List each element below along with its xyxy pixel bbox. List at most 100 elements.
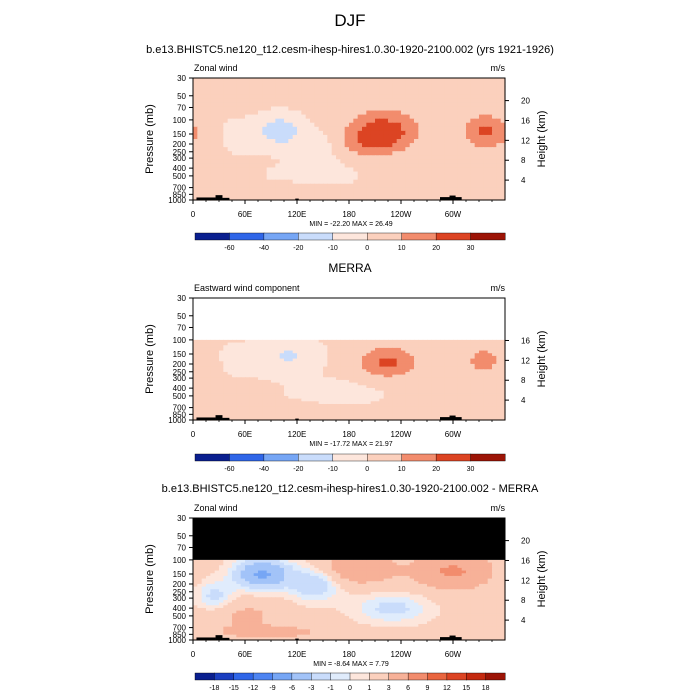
heatmap-cell	[479, 143, 484, 148]
heatmap-cell	[297, 385, 302, 389]
heatmap-cell	[301, 398, 307, 402]
heatmap-cell	[336, 385, 341, 389]
heatmap-cell	[353, 371, 359, 376]
heatmap-cell	[219, 355, 224, 360]
heatmap-cell	[470, 366, 476, 370]
heatmap-cell	[340, 130, 346, 136]
heatmap-cell	[279, 106, 285, 112]
heatmap-cell	[292, 118, 298, 124]
heatmap-cell	[232, 147, 237, 152]
heatmap-cell	[236, 187, 242, 193]
heatmap-cell	[236, 342, 242, 346]
y-tick-label: 70	[177, 323, 186, 332]
heatmap-cell	[383, 573, 389, 577]
heatmap-cell	[466, 98, 471, 103]
heatmap-cell	[483, 191, 489, 197]
heatmap-cell	[500, 183, 506, 189]
heatmap-cell	[323, 573, 328, 577]
heatmap-cell	[314, 110, 320, 116]
heatmap-cell	[409, 401, 415, 405]
heatmap-cell	[427, 339, 432, 344]
heatmap-cell	[340, 565, 346, 569]
heatmap-cell	[483, 417, 489, 421]
heatmap-cell	[414, 151, 419, 156]
heatmap-cell	[253, 147, 259, 152]
heatmap-cell	[470, 371, 476, 376]
heatmap-cell	[206, 345, 211, 349]
heatmap-cell	[197, 114, 203, 120]
heatmap-cell	[409, 358, 415, 362]
heatmap-cell	[466, 393, 471, 397]
heatmap-cell	[453, 403, 458, 408]
heatmap-cell	[466, 565, 471, 569]
heatmap-cell	[422, 155, 428, 160]
heatmap-cell	[366, 353, 372, 357]
heatmap-cell	[470, 159, 476, 164]
heatmap-cell	[201, 565, 207, 569]
colorbar: -60 -40 -20 -10 0 10 20 30	[194, 453, 506, 473]
heatmap-cell	[206, 183, 211, 189]
panel-1: b.e13.BHISTC5.ne120_t12.cesm-ihesp-hires…	[144, 44, 554, 252]
heatmap-cell	[271, 110, 276, 116]
heatmap-cell	[266, 395, 272, 400]
heatmap-cell	[223, 363, 229, 368]
heatmap-cell	[314, 155, 320, 160]
heatmap-cell	[401, 122, 406, 128]
heatmap-cell	[461, 369, 467, 373]
heatmap-cell	[418, 139, 424, 144]
heatmap-cell	[366, 382, 372, 386]
heatmap-cell	[253, 417, 259, 421]
heatmap-cell	[466, 134, 471, 140]
heatmap-cell	[336, 143, 341, 148]
heatmap-cell	[431, 134, 437, 140]
heatmap-cell	[318, 559, 324, 564]
heatmap-cell	[466, 195, 471, 201]
heatmap-cell	[253, 175, 259, 181]
heatmap-cell	[210, 345, 216, 349]
heatmap-cell	[474, 411, 480, 416]
heatmap-cell	[275, 159, 281, 164]
heatmap-cell	[301, 130, 307, 136]
heatmap-cell	[435, 179, 441, 185]
heatmap-cell	[487, 183, 493, 189]
heatmap-cell	[474, 398, 480, 402]
heatmap-cell	[379, 369, 385, 373]
heatmap-cell	[357, 106, 363, 112]
heatmap-cell	[414, 163, 419, 169]
heatmap-cell	[305, 78, 311, 83]
heatmap-cell	[474, 191, 480, 197]
heatmap-cell	[305, 382, 311, 386]
heatmap-cell	[236, 409, 242, 413]
heatmap-cell	[479, 139, 484, 144]
heatmap-cell	[379, 567, 385, 572]
heatmap-cell	[279, 379, 285, 384]
heatmap-cell	[388, 361, 393, 365]
heatmap-cell	[388, 167, 393, 173]
heatmap-cell	[240, 143, 246, 148]
heatmap-cell	[245, 358, 250, 362]
heatmap-cell	[323, 350, 328, 354]
heatmap-cell	[405, 406, 411, 410]
heatmap-cell	[331, 114, 337, 120]
heatmap-cell	[440, 403, 445, 408]
heatmap-cell	[379, 187, 385, 193]
heatmap-cell	[219, 130, 224, 136]
heatmap-cell	[214, 567, 220, 572]
heatmap-cell	[271, 155, 276, 160]
heatmap-cell	[253, 567, 259, 572]
heatmap-cell	[349, 130, 354, 136]
heatmap-cell	[223, 78, 229, 83]
heatmap-cell	[401, 342, 406, 346]
heatmap-cell	[193, 171, 198, 177]
heatmap-cell	[392, 143, 398, 148]
heatmap-cell	[366, 570, 372, 574]
heatmap-cell	[253, 98, 259, 103]
heatmap-cell	[427, 387, 432, 392]
heatmap-cell	[375, 139, 380, 144]
heatmap-cell	[422, 114, 428, 120]
heatmap-cell	[245, 163, 250, 169]
heatmap-cell	[344, 387, 350, 392]
heatmap-cell	[461, 353, 467, 357]
heatmap-cell	[245, 183, 250, 189]
heatmap-cell	[292, 379, 298, 384]
